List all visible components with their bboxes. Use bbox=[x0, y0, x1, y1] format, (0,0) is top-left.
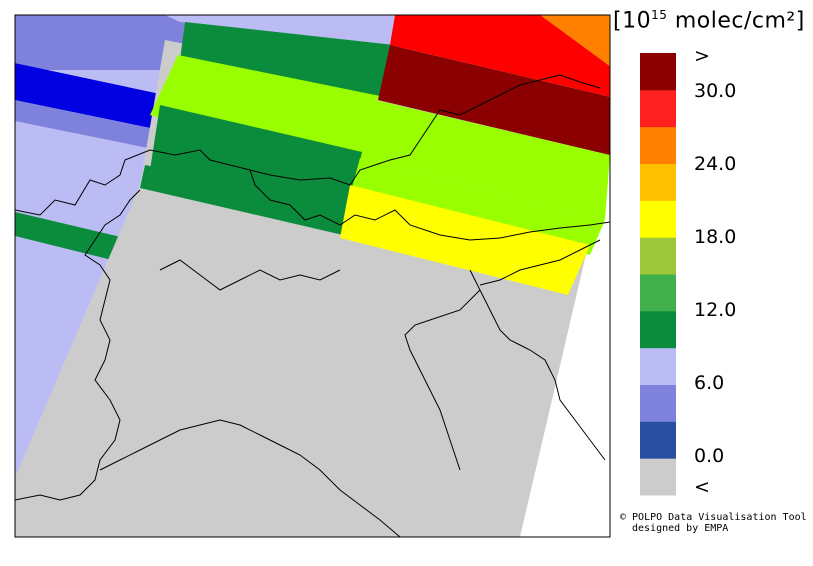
swath-pixel-darkred bbox=[378, 45, 610, 155]
colorbar-tick-label: 24.0 bbox=[694, 153, 737, 175]
border-line bbox=[159, 259, 341, 291]
swath-pixel-dark-blue bbox=[15, 63, 165, 130]
border-line bbox=[15, 74, 601, 216]
colorbar-swatch bbox=[640, 53, 676, 91]
coastline bbox=[404, 269, 481, 471]
credit-line: © POLPO Data Visualisation Tool bbox=[620, 512, 807, 523]
colorbar-swatch bbox=[640, 126, 676, 164]
colorbar-unit-label: [1015 molec/cm²] bbox=[613, 8, 805, 34]
border-line bbox=[249, 169, 610, 241]
colorbar-swatch bbox=[640, 384, 676, 422]
colorbar bbox=[640, 53, 676, 496]
swath-pixel-blue bbox=[15, 100, 160, 150]
colorbar-swatch bbox=[640, 310, 676, 349]
swath-pixel-yellow bbox=[340, 185, 590, 295]
swath-pixel-blue bbox=[15, 15, 190, 70]
swath-pixel-green bbox=[180, 22, 395, 98]
swath-pixel-lime bbox=[150, 55, 610, 220]
colorbar-swatch bbox=[640, 237, 676, 275]
colorbar-swatch bbox=[640, 421, 676, 459]
map-frame bbox=[14, 14, 611, 538]
coastline bbox=[99, 419, 401, 537]
swath-pixel-darkgreen bbox=[140, 165, 350, 235]
colorbar-tick-label: 0.0 bbox=[694, 445, 725, 467]
border-line bbox=[479, 239, 601, 286]
colorbar-swatch bbox=[640, 89, 676, 128]
swath-pixel-green bbox=[15, 212, 125, 262]
colorbar-swatch bbox=[640, 347, 676, 385]
colorbar-tick-label: 30.0 bbox=[694, 80, 737, 102]
colorbar-tick-label: < bbox=[694, 476, 710, 498]
colorbar-tick-label: 12.0 bbox=[694, 299, 737, 321]
swath-pixel-lavender bbox=[165, 15, 400, 45]
coastline bbox=[479, 289, 606, 461]
colorbar-tick-label: > bbox=[694, 45, 710, 67]
colorbar-swatch bbox=[640, 274, 676, 312]
colorbar-swatch bbox=[640, 163, 676, 201]
colorbar-tick-label: 18.0 bbox=[694, 226, 737, 248]
swath-pixel-green bbox=[150, 105, 362, 208]
colorbar-swatch bbox=[640, 200, 676, 238]
border-line bbox=[15, 189, 141, 501]
credit-line: designed by EMPA bbox=[632, 523, 729, 534]
colorbar-tick-label: 6.0 bbox=[694, 372, 725, 394]
colorbar-swatch bbox=[640, 458, 676, 496]
